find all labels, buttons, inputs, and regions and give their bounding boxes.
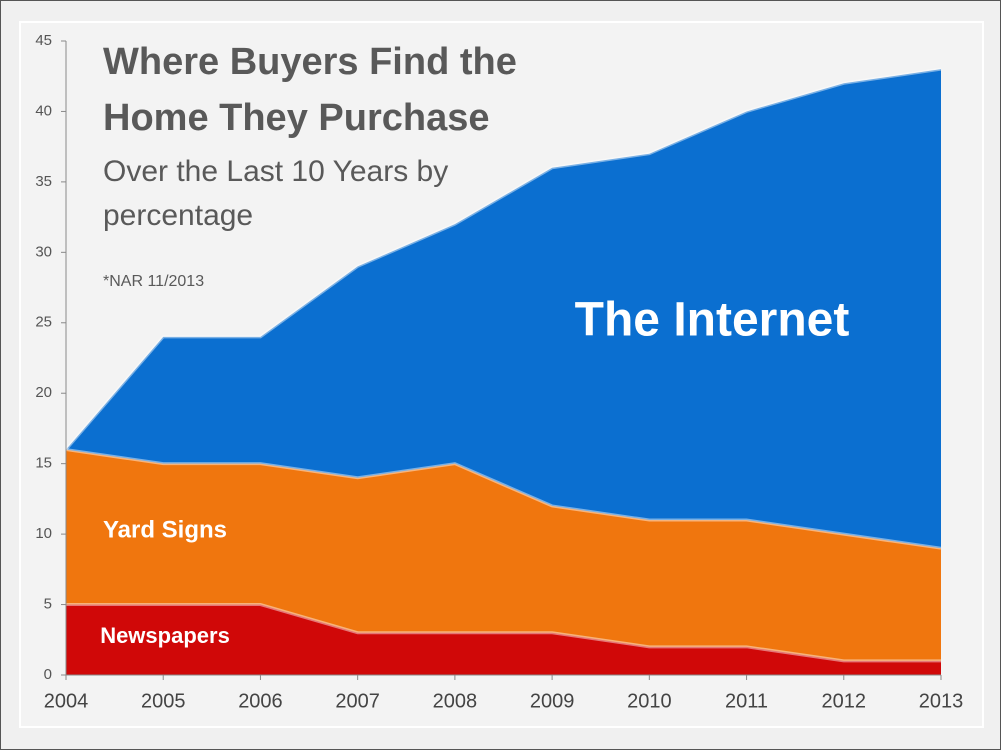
- chart-title: Where Buyers Find the Home They Purchase: [103, 41, 517, 139]
- x-tick-label: 2006: [238, 690, 283, 712]
- y-tick-label: 5: [44, 596, 52, 613]
- x-tick-label: 2013: [919, 690, 964, 712]
- area-edge: [65, 448, 942, 550]
- area-edge: [64, 67, 942, 451]
- y-tick-label: 10: [35, 525, 52, 542]
- y-tick-label: 45: [35, 32, 52, 49]
- y-tick-label: 25: [35, 314, 52, 331]
- series-label: Yard Signs: [103, 516, 227, 543]
- y-tick-label: 40: [35, 102, 52, 119]
- x-tick-label: 2011: [725, 690, 768, 712]
- chart-subtitle: Over the Last 10 Years by percentage: [103, 155, 449, 232]
- x-tick-label: 2009: [530, 690, 575, 712]
- x-tick-label: 2010: [627, 690, 672, 712]
- x-tick-label: 2004: [44, 690, 89, 712]
- x-tick-label: 2008: [433, 690, 478, 712]
- y-tick-label: 30: [35, 243, 52, 260]
- x-tick-label: 2012: [822, 690, 867, 712]
- series-label: The Internet: [575, 294, 850, 347]
- y-tick-label: 35: [35, 173, 52, 190]
- area-edge: [66, 603, 941, 663]
- y-tick-label: 0: [44, 666, 52, 683]
- x-tick-label: 2007: [335, 690, 380, 712]
- y-tick-label: 20: [35, 384, 52, 401]
- series-label: Newspapers: [100, 623, 230, 648]
- y-tick-label: 15: [35, 455, 52, 472]
- x-tick-label: 2005: [141, 690, 186, 712]
- area: [66, 604, 941, 675]
- source-note: *NAR 11/2013: [103, 273, 205, 290]
